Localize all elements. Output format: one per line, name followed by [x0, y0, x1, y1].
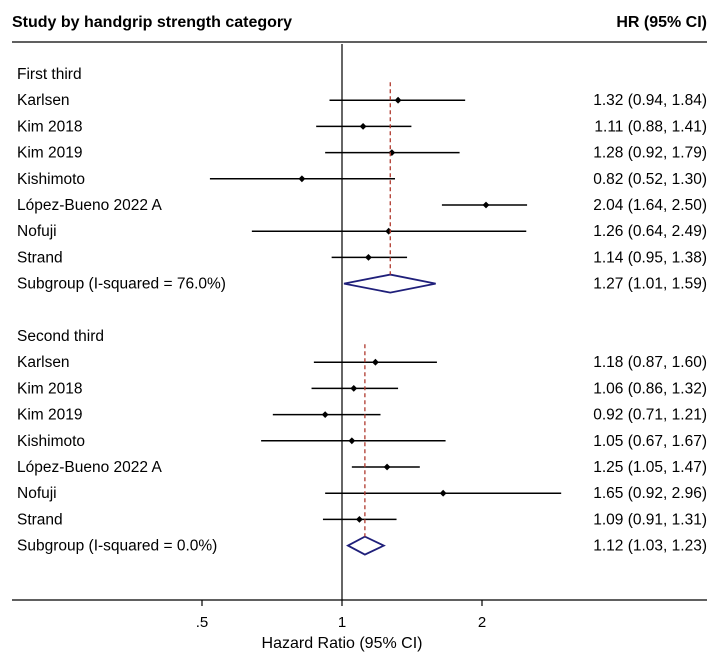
study-point: [372, 358, 379, 366]
x-axis-ticks: .5 1 2: [196, 600, 486, 631]
study-label: Nofuji: [17, 485, 57, 502]
study-point: [321, 411, 329, 418]
study-point: [482, 201, 490, 209]
study-label: Karlsen: [17, 354, 70, 371]
x-tick-label: .5: [196, 614, 209, 631]
subgroup-summary-label: Subgroup (I-squared = 76.0%): [17, 276, 226, 293]
x-tick-label: 1: [338, 614, 346, 631]
subgroup-ci-text: 1.12 (1.03, 1.23): [593, 538, 707, 555]
header-right-title: HR (95% CI): [616, 14, 707, 31]
subgroup-title: Second third: [17, 328, 104, 345]
study-label: Strand: [17, 511, 63, 528]
study-label: Nofuji: [17, 223, 57, 240]
study-ci-text: 1.06 (0.86, 1.32): [593, 380, 707, 397]
study-ci-text: 0.82 (0.52, 1.30): [593, 171, 707, 188]
study-ci-text: 0.92 (0.71, 1.21): [593, 407, 707, 424]
study-point: [385, 227, 393, 235]
study-ci-text: 1.28 (0.92, 1.79): [593, 145, 707, 162]
study-point: [394, 96, 402, 104]
subgroup-ci-text: 1.27 (1.01, 1.59): [593, 276, 707, 293]
study-ci-text: 1.09 (0.91, 1.31): [593, 511, 707, 528]
study-ci-text: 1.18 (0.87, 1.60): [593, 354, 707, 371]
study-ci-text: 1.26 (0.64, 2.49): [593, 223, 707, 240]
forest-rows: First third Karlsen 1.32 (0.94, 1.84) Kim 2…: [17, 44, 707, 600]
study-label: Strand: [17, 249, 63, 266]
study-point: [365, 254, 372, 261]
study-ci-text: 1.11 (0.88, 1.41): [594, 118, 707, 135]
study-label: Kishimoto: [17, 171, 85, 188]
subgroup-title: First third: [17, 66, 82, 83]
study-label: Kim 2019: [17, 145, 82, 162]
study-label: Kim 2019: [17, 407, 82, 424]
study-point: [356, 516, 363, 523]
study-ci-text: 1.32 (0.94, 1.84): [593, 92, 707, 109]
study-point: [383, 463, 391, 471]
x-axis-title: Hazard Ratio (95% CI): [262, 635, 423, 652]
subgroup-diamond: [346, 535, 386, 556]
study-point: [348, 437, 356, 445]
study-ci-text: 1.14 (0.95, 1.38): [593, 249, 707, 266]
study-label: López-Bueno 2022 A: [17, 459, 162, 476]
study-ci-text: 1.05 (0.67, 1.67): [593, 433, 707, 450]
study-label: Kim 2018: [17, 380, 82, 397]
study-ci-text: 2.04 (1.64, 2.50): [593, 197, 707, 214]
study-point: [359, 123, 367, 130]
study-ci-text: 1.65 (0.92, 2.96): [593, 485, 707, 502]
subgroup-diamond: [343, 273, 436, 294]
x-tick-label: 2: [478, 614, 486, 631]
subgroup-summary-label: Subgroup (I-squared = 0.0%): [17, 538, 217, 555]
study-label: Kishimoto: [17, 433, 85, 450]
study-ci-text: 1.25 (1.05, 1.47): [593, 459, 707, 476]
header-left-title: Study by handgrip strength category: [12, 14, 292, 31]
study-label: Kim 2018: [17, 118, 82, 135]
study-point: [350, 385, 358, 392]
study-point: [439, 489, 447, 497]
study-label: López-Bueno 2022 A: [17, 197, 162, 214]
study-point: [388, 149, 396, 156]
study-point: [298, 175, 306, 183]
study-label: Karlsen: [17, 92, 70, 109]
